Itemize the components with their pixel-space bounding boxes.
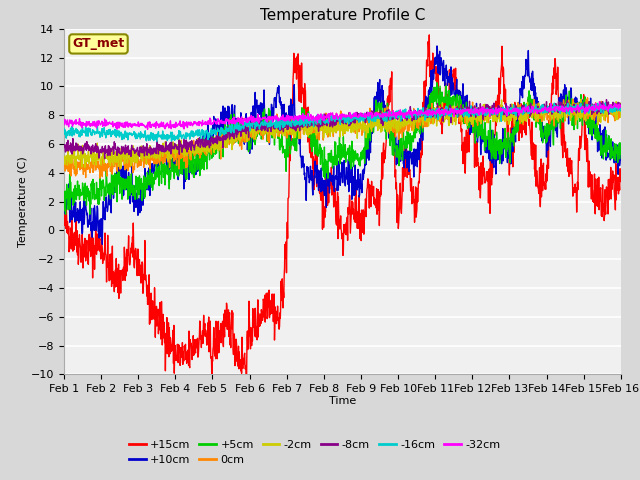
- Text: GT_met: GT_met: [72, 37, 125, 50]
- X-axis label: Time: Time: [329, 396, 356, 406]
- Legend: +15cm, +10cm, +5cm, 0cm, -2cm, -8cm, -16cm, -32cm: +15cm, +10cm, +5cm, 0cm, -2cm, -8cm, -16…: [125, 435, 504, 470]
- Title: Temperature Profile C: Temperature Profile C: [260, 9, 425, 24]
- Y-axis label: Temperature (C): Temperature (C): [18, 156, 28, 247]
